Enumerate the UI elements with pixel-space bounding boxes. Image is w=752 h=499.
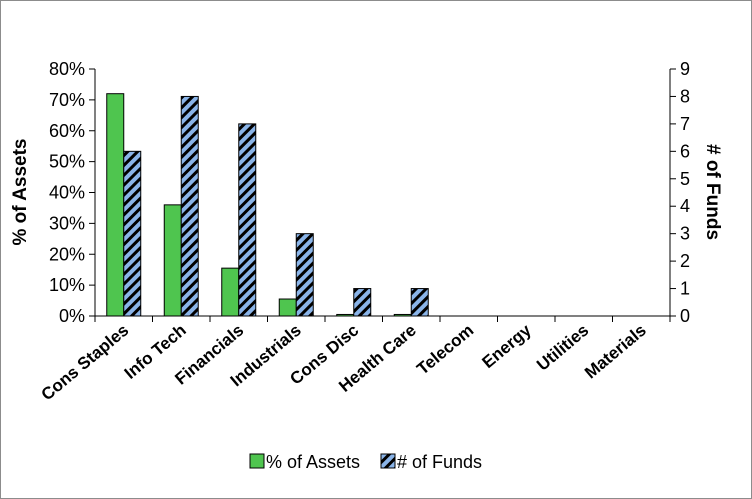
y-tick-label-left: 40% (49, 183, 85, 203)
bar-funds (180, 95, 199, 317)
y-tick-label-right: 5 (680, 169, 690, 189)
y-tick-label-right: 8 (680, 86, 690, 106)
y-tick-label-left: 0% (59, 306, 85, 326)
bar-funds (410, 288, 429, 317)
y-tick-label-right: 2 (680, 251, 690, 271)
x-category-label: Cons Staples (38, 321, 133, 405)
bar-assets (393, 313, 412, 317)
legend-swatch-assets (249, 453, 265, 469)
plot-area: 0% 10% 20% 30% 40% 50% 60% 70% 80% 0 1 2 3 4 5 6 7 8 9 Cons… (38, 59, 690, 404)
bar-assets (221, 267, 240, 317)
legend: % of Assets # of Funds (249, 452, 482, 472)
y-axis-title-right: # of Funds (702, 144, 723, 240)
y-tick-label-left: 60% (49, 121, 85, 141)
y-tick-label-left: 70% (49, 90, 85, 110)
y-tick-label-right: 3 (680, 224, 690, 244)
bar-assets (278, 298, 297, 317)
y-tick-label-left: 20% (49, 244, 85, 264)
y-axis-title-left: % of Assets (10, 139, 31, 246)
x-category-label: Materials (581, 321, 650, 383)
bar-funds (295, 233, 314, 317)
y-tick-label-right: 6 (680, 141, 690, 161)
y-tick-label-left: 80% (49, 59, 85, 79)
y-tick-label-left: 10% (49, 275, 85, 295)
y-tick-label-right: 0 (680, 306, 690, 326)
y-tick-label-right: 9 (680, 59, 690, 79)
legend-swatch-funds (380, 453, 396, 469)
y-tick-label-right: 7 (680, 114, 690, 134)
y-tick-label-left: 50% (49, 152, 85, 172)
bar-funds (353, 288, 372, 317)
bar-funds (238, 123, 257, 317)
legend-label-assets: % of Assets (266, 452, 360, 472)
bar-assets (163, 204, 182, 317)
legend-label-funds: # of Funds (397, 452, 482, 472)
x-category-label: Energy (478, 320, 535, 372)
y-tick-label-left: 30% (49, 213, 85, 233)
bar-assets (106, 93, 125, 317)
bar-funds (123, 150, 142, 317)
y-tick-label-right: 1 (680, 279, 690, 299)
bar-assets (336, 313, 355, 317)
y-tick-label-right: 4 (680, 196, 690, 216)
x-category-label: Telecom (413, 321, 477, 379)
